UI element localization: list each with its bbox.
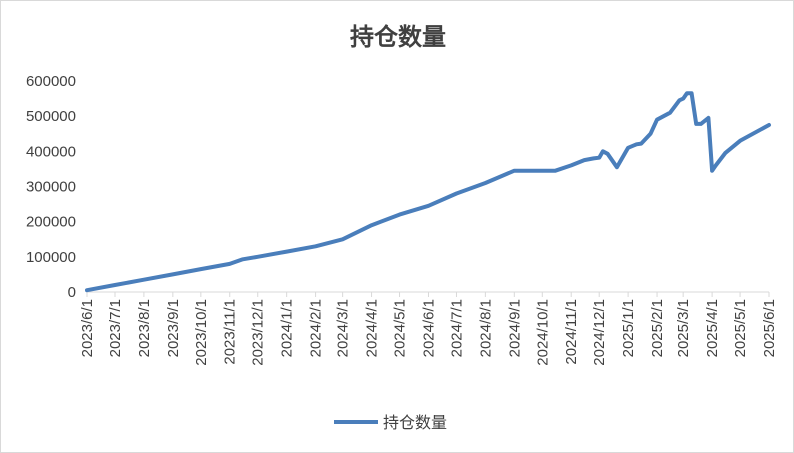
- y-tick-label: 500000: [26, 108, 76, 125]
- x-tick-label: 2023/9/1: [165, 299, 182, 357]
- y-tick-label: 0: [68, 284, 76, 301]
- x-tick-label: 2023/8/1: [136, 299, 153, 357]
- x-tick-label: 2023/11/1: [222, 299, 239, 365]
- x-tick-label: 2024/8/1: [477, 299, 494, 357]
- x-tick-label: 2025/6/1: [761, 299, 778, 357]
- x-tick-label: 2024/6/1: [420, 299, 437, 357]
- x-tick-label: 2025/2/1: [649, 299, 666, 357]
- x-tick-label: 2023/7/1: [107, 299, 124, 357]
- x-tick-label: 2024/7/1: [448, 299, 465, 357]
- x-tick-label: 2023/10/1: [193, 299, 210, 366]
- y-tick-label: 100000: [26, 249, 76, 266]
- x-axis: 2023/6/1 2023/7/1 2023/8/1 2023/9/1 2023/10/…: [79, 291, 778, 366]
- x-tick-label: 2024/11/1: [563, 299, 580, 365]
- y-tick-label: 200000: [26, 214, 76, 231]
- x-tick-label: 2024/4/1: [364, 299, 381, 357]
- y-tick-label: 400000: [26, 143, 76, 160]
- x-tick-label: 2025/1/1: [620, 299, 637, 357]
- x-tick-label: 2024/5/1: [392, 299, 409, 357]
- x-tick-label: 2024/2/1: [308, 299, 325, 357]
- x-tick-label: 2024/9/1: [506, 299, 523, 357]
- x-tick-label: 2025/3/1: [675, 299, 692, 357]
- x-tick-label: 2024/10/1: [534, 299, 551, 366]
- series-line: [85, 91, 771, 293]
- chart-title: 持仓数量: [350, 23, 446, 51]
- x-tick-label: 2024/12/1: [591, 299, 608, 366]
- x-tick-label: 2024/1/1: [279, 299, 296, 357]
- x-tick-label: 2024/3/1: [335, 299, 352, 357]
- x-tick-label: 2023/6/1: [79, 299, 96, 357]
- y-tick-label: 300000: [26, 179, 76, 196]
- y-tick-label: 600000: [26, 73, 76, 90]
- x-tick-label: 2025/5/1: [732, 299, 749, 357]
- legend-label: 持仓数量: [383, 413, 447, 432]
- x-tick-label: 2025/4/1: [704, 299, 721, 357]
- x-tick-label: 2023/12/1: [250, 299, 267, 366]
- series-layer: [85, 91, 771, 293]
- legend: 持仓数量: [334, 413, 447, 432]
- y-axis: 0 100000 200000 300000 400000 500000 600000: [26, 73, 76, 301]
